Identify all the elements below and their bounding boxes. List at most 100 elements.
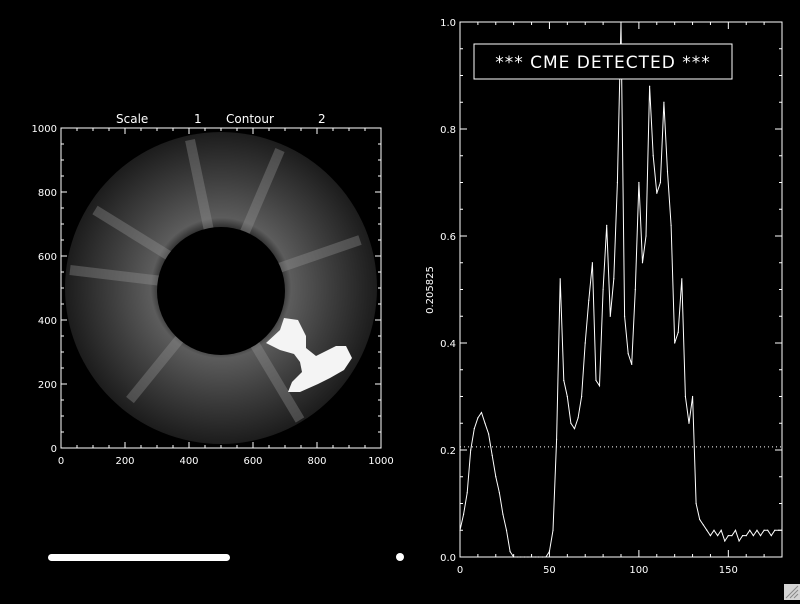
series-point (688, 422, 690, 424)
left-y-tick-label: 0 (51, 444, 57, 455)
cme-banner-box (473, 43, 733, 80)
series-point (459, 529, 461, 531)
left-x-tick-label: 0 (58, 456, 64, 467)
series-point (770, 535, 772, 537)
series-point (613, 278, 615, 280)
series-point (502, 513, 504, 515)
series-point (631, 363, 633, 365)
series-point (556, 438, 558, 440)
resize-grip[interactable] (784, 584, 800, 600)
right-axes: 0 50 100 150 0.0 0.2 0.4 0.6 0.8 1.0 (440, 18, 782, 576)
series-point (491, 454, 493, 456)
right-y-tick-label: 0.6 (440, 232, 456, 243)
series-point (763, 529, 765, 531)
series-point (691, 395, 694, 398)
series-point (724, 540, 726, 542)
series-point (674, 342, 676, 344)
series-point (505, 529, 508, 531)
right-y-tick-label: 0.0 (440, 553, 456, 564)
left-x-tick-label: 600 (243, 456, 262, 467)
status-dot (396, 553, 404, 561)
series-point (548, 551, 551, 553)
series-point (484, 422, 486, 424)
series-point (645, 235, 647, 237)
series-point (606, 224, 608, 226)
series-point (534, 556, 536, 558)
series-point (552, 529, 554, 531)
series-point (602, 288, 604, 291)
cme-banner: *** CME DETECTED *** (495, 53, 711, 73)
series-point (720, 529, 722, 531)
series-point (727, 535, 729, 537)
right-plot-frame (459, 21, 783, 558)
series-point (523, 556, 526, 558)
series-point (752, 535, 754, 537)
series-point (745, 535, 747, 537)
series-point (570, 422, 572, 424)
series-point (577, 417, 579, 419)
series-point (581, 395, 583, 398)
left-x-tick-label: 800 (307, 456, 326, 467)
series-point (649, 85, 651, 87)
series-point (530, 556, 533, 558)
series-point (516, 556, 518, 558)
series-point (520, 556, 522, 558)
series-point (513, 556, 515, 558)
series-point (670, 224, 672, 226)
series-point (709, 535, 712, 537)
series-point (480, 411, 483, 414)
series-point (541, 556, 543, 558)
series-point (659, 181, 661, 184)
right-y-tick-label: 0.8 (440, 125, 456, 136)
series-point (573, 428, 576, 430)
series-point (634, 288, 636, 291)
y-axis-label: 0.205825 (425, 266, 436, 314)
series-point (717, 535, 719, 537)
series-point (702, 524, 704, 526)
right-x-tick-label: 150 (719, 565, 738, 576)
series-point (527, 556, 529, 558)
series-point (699, 518, 701, 521)
series-point (477, 417, 479, 419)
series-point (462, 513, 465, 515)
series-point (591, 262, 593, 264)
cme-blob (266, 318, 352, 392)
left-y-tick-label: 800 (38, 188, 57, 199)
series-point (756, 529, 758, 531)
series-point (695, 502, 697, 505)
series-point (731, 535, 733, 537)
series-point (466, 492, 468, 494)
series-point (584, 342, 586, 344)
series-point (595, 379, 597, 382)
right-y-tick-label: 1.0 (440, 18, 456, 29)
series-point (563, 379, 565, 382)
series-point (713, 529, 715, 531)
series-point (616, 181, 619, 184)
series-point (774, 529, 776, 531)
series-points (459, 21, 783, 558)
occulter-disk (157, 227, 285, 355)
series-point (681, 278, 683, 280)
series-point (498, 492, 500, 494)
series-point (545, 556, 547, 558)
series-point (473, 428, 475, 430)
left-y-tick-label: 1000 (32, 124, 57, 135)
series-point (509, 551, 511, 553)
series-point (684, 395, 687, 398)
series-point (663, 101, 665, 103)
coronagraph-panel: Scale 1 Contour 2 0 200 400 600 800 1000 0 200 4… (32, 112, 394, 467)
left-x-tick-label: 1000 (368, 456, 393, 467)
series-point (495, 476, 497, 478)
series-point (638, 181, 640, 184)
scale-label: Scale (116, 112, 148, 126)
left-axes: 0 200 400 600 800 1000 0 200 400 600 800 1000 (32, 124, 394, 467)
series-point (620, 21, 622, 23)
series-point (488, 433, 490, 435)
series-point (777, 529, 780, 531)
series-point (627, 353, 629, 355)
series-point (652, 155, 654, 157)
right-y-tick-label: 0.4 (440, 339, 456, 350)
left-y-tick-label: 600 (38, 252, 57, 263)
series-point (559, 278, 561, 280)
